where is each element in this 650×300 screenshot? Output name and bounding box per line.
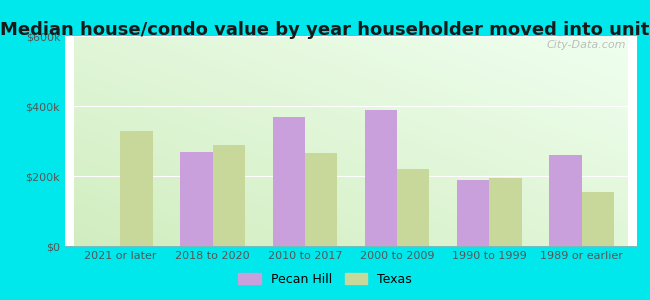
Bar (305, 153, 337, 246)
Bar (457, 179, 489, 246)
Bar (397, 169, 430, 246)
Legend: Pecan Hill, Texas: Pecan Hill, Texas (233, 268, 417, 291)
Bar (582, 192, 614, 246)
Text: City-Data.com: City-Data.com (546, 40, 625, 50)
Bar (365, 110, 397, 246)
Bar (180, 152, 213, 246)
Text: Median house/condo value by year householder moved into unit: Median house/condo value by year househo… (0, 21, 650, 39)
Bar (549, 155, 582, 246)
Bar (489, 178, 522, 246)
Bar (272, 116, 305, 246)
Bar (120, 130, 153, 246)
Bar (213, 145, 245, 246)
